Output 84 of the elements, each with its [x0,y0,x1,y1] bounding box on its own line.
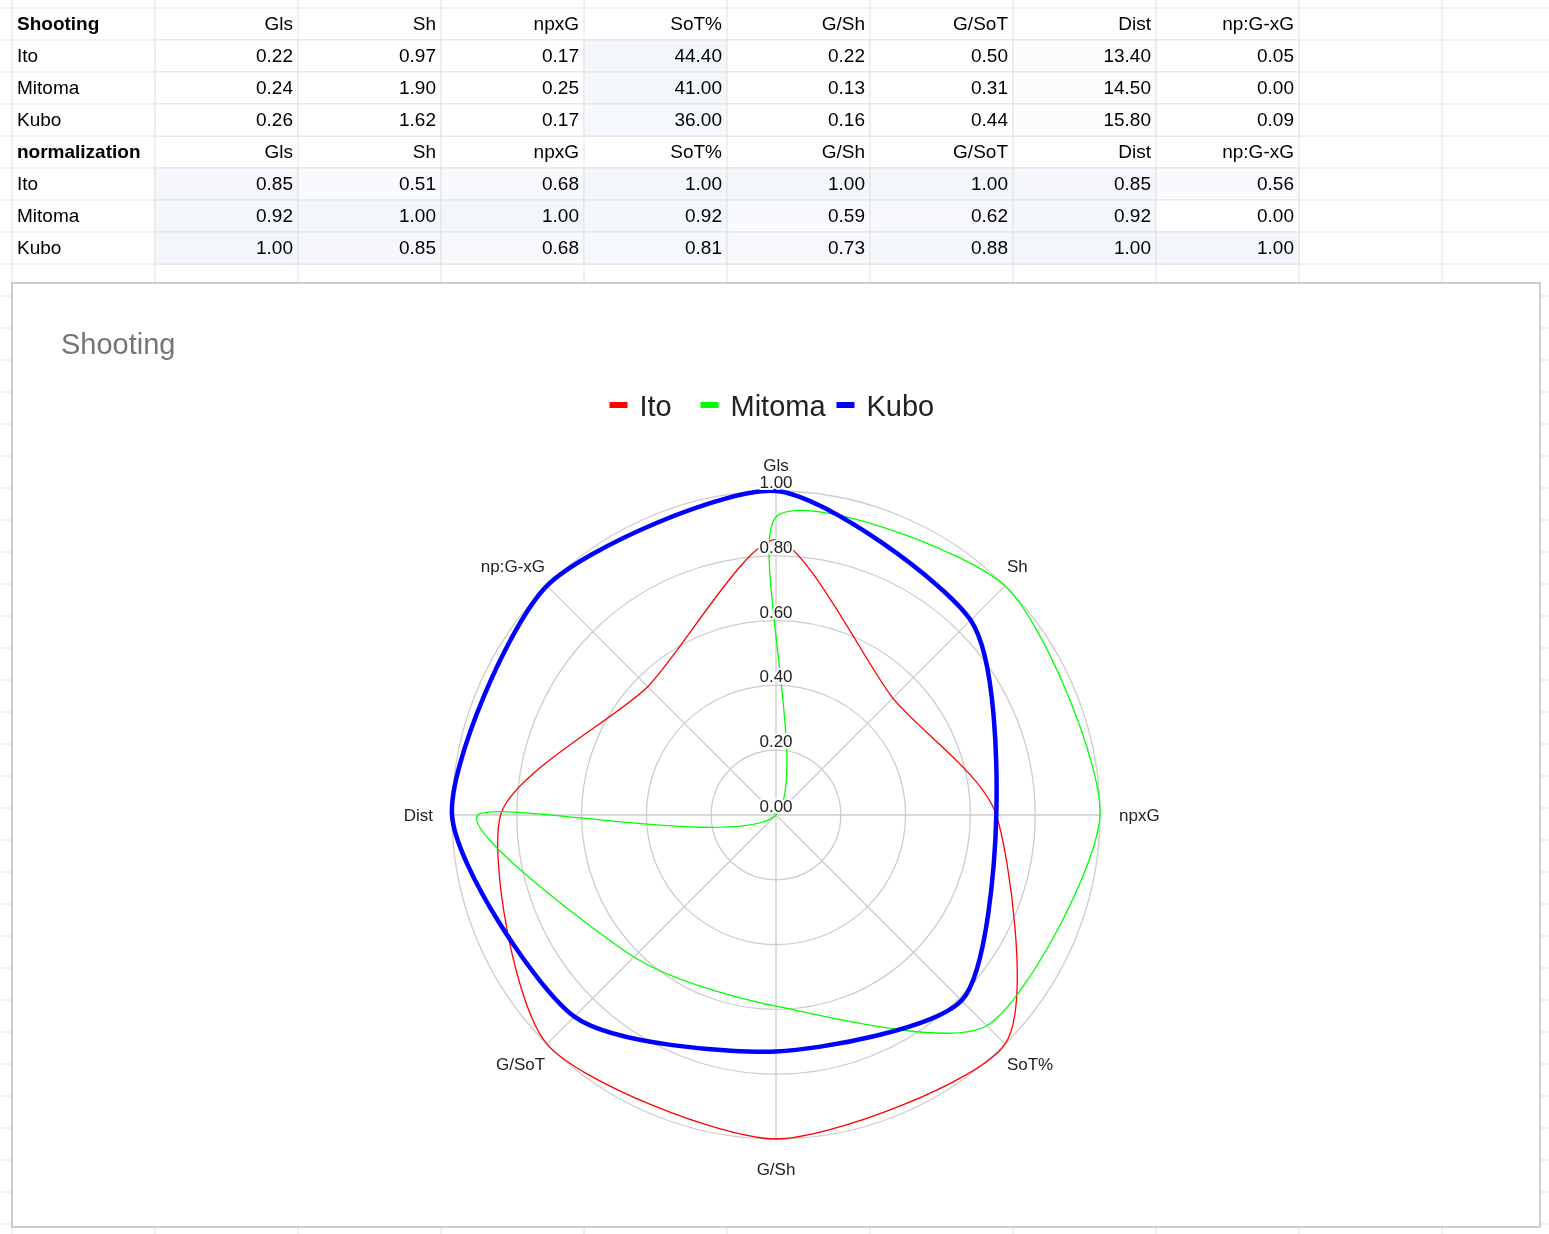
data-label: 1.62 [399,109,436,130]
data-label: 0.05 [1257,45,1294,66]
x-tick-label: G/Sh [821,141,865,162]
x-tick-label: Dist [1118,141,1152,162]
x-tick-label: SoT% [670,141,723,162]
data-label: 44.40 [674,45,722,66]
y-tick-label: Mitoma [17,77,80,98]
data-label: 1.00 [542,205,579,226]
data-label: 0.59 [828,205,865,226]
x-tick-label: G/SoT [953,13,1009,34]
y-tick-label: Ito [17,173,39,194]
data-label: 0.26 [256,109,293,130]
x-tick-label: Sh [412,141,436,162]
legend-label: Ito [639,390,672,422]
data-label: 0.73 [828,237,865,258]
data-label: 0.50 [971,45,1008,66]
chart-title: normalization [17,141,141,162]
data-label: 0.85 [256,173,293,194]
y-tick-label: Kubo [17,109,62,130]
chart-title: Shooting [17,13,100,34]
data-label: 0.13 [828,77,865,98]
data-label: 0.56 [1257,173,1294,194]
spoke-label: Dist [403,806,434,825]
data-label: 0.85 [399,237,436,258]
data-label: 15.80 [1103,109,1151,130]
x-tick-label: G/SoT [953,141,1009,162]
spoke-label: G/Sh [756,1160,796,1179]
data-label: 1.00 [1114,237,1151,258]
data-label: 1.00 [399,205,436,226]
data-label: 0.97 [399,45,436,66]
data-label: 0.68 [542,237,579,258]
spoke-label: np:G-xG [480,557,546,577]
y-tick-label: Kubo [17,237,62,258]
data-label: 0.24 [256,77,294,98]
legend-label: Kubo [866,390,935,422]
data-label: 0.31 [971,77,1008,98]
x-tick-label: Gls [264,141,293,162]
spoke-label: npxG [1119,806,1160,825]
data-label: 0.92 [1114,205,1151,226]
data-label: 0.85 [1114,173,1151,194]
spoke-label: SoT% [1006,1054,1054,1074]
data-label: 0.16 [828,109,865,130]
data-label: 1.00 [971,173,1008,194]
x-tick-label: Dist [1118,13,1152,34]
y-tick-label: 1.00 [759,473,793,492]
x-tick-label: np:G-xG [1222,141,1294,162]
x-tick-label: npxG [533,141,579,162]
spoke-label: Gls [763,456,789,475]
data-label: 0.62 [971,205,1008,226]
data-label: 0.09 [1257,109,1294,130]
data-label: 41.00 [674,77,722,98]
data-label: 0.22 [828,45,865,66]
data-label: 0.51 [399,173,436,194]
data-label: 0.25 [542,77,579,98]
data-label: 0.22 [256,45,293,66]
x-tick-label: G/Sh [821,13,865,34]
data-label: 1.00 [256,237,293,258]
data-label: 0.92 [256,205,293,226]
data-label: 0.44 [971,109,1009,130]
data-label: 0.92 [685,205,722,226]
data-label: 14.50 [1103,77,1151,98]
data-label: 0.17 [542,109,579,130]
text: Shooting [61,328,176,360]
data-label: 0.81 [685,237,722,258]
data-label: 36.00 [674,109,722,130]
data-label: 0.00 [1257,205,1294,226]
data-label: 0.17 [542,45,579,66]
spoke-label: G/SoT [495,1054,546,1074]
data-label: 0.68 [542,173,579,194]
data-label: 1.00 [828,173,865,194]
data-label: 1.00 [1257,237,1294,258]
x-tick-label: SoT% [670,13,723,34]
x-tick-label: npxG [533,13,579,34]
data-label: 1.00 [685,173,722,194]
data-label: 1.90 [399,77,436,98]
x-tick-label: np:G-xG [1222,13,1294,34]
x-tick-label: Gls [264,13,293,34]
spoke-label: Sh [1006,557,1028,577]
data-label: 0.88 [971,237,1008,258]
data-label: 0.00 [1257,77,1294,98]
y-tick-label: Ito [17,45,39,66]
x-tick-label: Sh [412,13,436,34]
data-label: 13.40 [1103,45,1151,66]
y-tick-label: Mitoma [17,205,80,226]
